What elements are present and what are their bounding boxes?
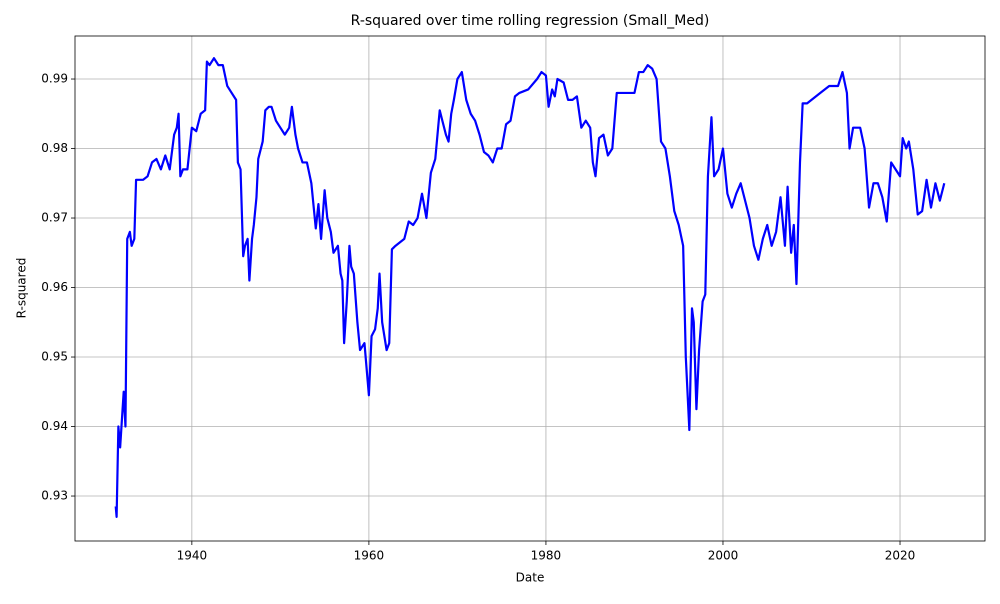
data-line bbox=[114, 57, 946, 518]
y-tick-label: 0.98 bbox=[41, 141, 68, 155]
x-tick-label: 1960 bbox=[354, 549, 385, 563]
y-tick-label: 0.95 bbox=[41, 350, 68, 364]
y-tick-label: 0.94 bbox=[41, 419, 68, 433]
x-tick-label: 2000 bbox=[708, 549, 739, 563]
plot-frame bbox=[74, 35, 986, 542]
x-tick-label: 1940 bbox=[177, 549, 208, 563]
y-axis-label: R-squared bbox=[15, 258, 29, 319]
x-axis-label: Date bbox=[516, 571, 545, 585]
y-tick-label: 0.96 bbox=[41, 280, 68, 294]
x-tick-label: 2020 bbox=[885, 549, 916, 563]
x-tick-label: 1980 bbox=[531, 549, 562, 563]
chart-title: R-squared over time rolling regression (… bbox=[351, 13, 710, 29]
y-tick-label: 0.97 bbox=[41, 211, 68, 225]
y-tick-label: 0.99 bbox=[41, 72, 68, 86]
y-tick-label: 0.93 bbox=[41, 489, 68, 503]
